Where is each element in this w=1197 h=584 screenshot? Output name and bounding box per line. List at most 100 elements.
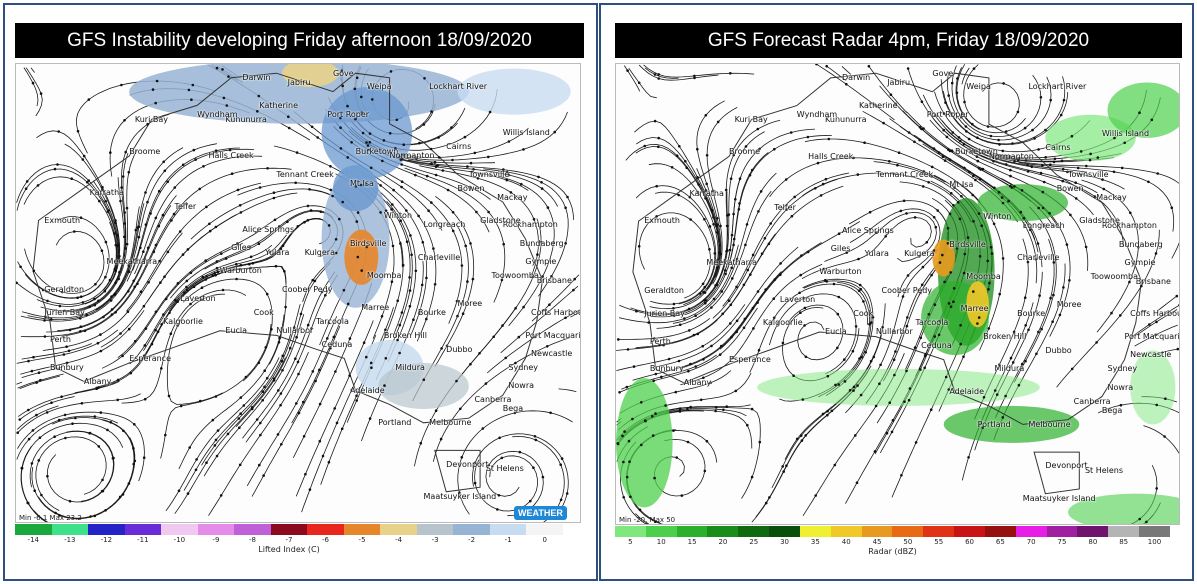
wind-arrow bbox=[834, 383, 837, 387]
streamline bbox=[824, 212, 937, 263]
wind-arrow bbox=[50, 401, 53, 405]
wind-arrow bbox=[37, 459, 41, 462]
wind-arrow bbox=[756, 301, 759, 304]
colorbar-tick: 0 bbox=[542, 536, 547, 544]
wind-arrow bbox=[110, 295, 113, 298]
wind-arrow bbox=[327, 460, 331, 464]
wind-arrow bbox=[213, 444, 217, 447]
wind-arrow bbox=[353, 87, 357, 91]
wind-arrow bbox=[259, 421, 262, 425]
wind-arrow bbox=[263, 385, 266, 389]
streamline bbox=[1143, 425, 1179, 454]
wind-arrow bbox=[460, 264, 464, 267]
wind-arrow bbox=[362, 341, 366, 345]
wind-arrow bbox=[208, 229, 212, 233]
wind-arrow bbox=[236, 242, 239, 245]
wind-arrow bbox=[1044, 156, 1047, 159]
wind-arrow bbox=[544, 312, 548, 315]
wind-arrow bbox=[533, 335, 537, 339]
wind-arrow bbox=[731, 356, 735, 360]
wind-arrow bbox=[653, 119, 657, 123]
wind-arrow bbox=[127, 327, 131, 331]
wind-arrow bbox=[758, 147, 761, 151]
wind-arrow bbox=[1004, 394, 1007, 398]
wind-arrow bbox=[132, 462, 135, 466]
wind-arrow bbox=[729, 303, 733, 307]
wind-arrow bbox=[41, 288, 45, 292]
colorbar-swatch bbox=[954, 526, 985, 537]
wind-arrow bbox=[758, 440, 762, 444]
wind-arrow bbox=[384, 333, 388, 337]
wind-arrow bbox=[977, 212, 981, 215]
wind-arrow bbox=[743, 317, 747, 321]
wind-arrow bbox=[469, 161, 473, 165]
wind-arrow bbox=[1001, 257, 1005, 260]
wind-arrow bbox=[70, 177, 73, 180]
wind-arrow bbox=[410, 253, 413, 257]
wind-arrow bbox=[934, 225, 938, 229]
wind-arrow bbox=[399, 219, 403, 222]
colorbar-swatch bbox=[861, 526, 893, 537]
wind-arrow bbox=[283, 269, 286, 273]
wind-arrow bbox=[488, 110, 492, 114]
wind-arrow bbox=[702, 358, 705, 361]
wind-arrow bbox=[216, 429, 220, 432]
wind-arrow bbox=[1128, 280, 1131, 284]
wind-arrow bbox=[99, 411, 103, 414]
colorbar-tick: 25 bbox=[749, 538, 759, 546]
wind-arrow bbox=[177, 489, 181, 493]
wind-arrow bbox=[320, 290, 324, 294]
wind-arrow bbox=[964, 125, 968, 128]
wind-arrow bbox=[986, 259, 989, 263]
wind-arrow bbox=[391, 203, 394, 206]
wind-arrow bbox=[651, 415, 654, 418]
wind-arrow bbox=[1163, 435, 1166, 438]
streamline bbox=[787, 304, 844, 361]
wind-arrow bbox=[546, 345, 549, 348]
wind-arrow bbox=[160, 323, 163, 326]
wind-arrow bbox=[436, 164, 440, 167]
wind-arrow bbox=[272, 191, 276, 194]
wind-arrow bbox=[116, 243, 120, 247]
wind-arrow bbox=[227, 75, 230, 78]
wind-arrow bbox=[750, 475, 754, 479]
wind-arrow bbox=[863, 141, 866, 144]
instability-shading bbox=[457, 68, 571, 115]
wind-arrow bbox=[708, 248, 711, 251]
wind-arrow bbox=[96, 341, 100, 345]
wind-arrow bbox=[745, 223, 749, 226]
wind-arrow bbox=[703, 291, 707, 294]
wind-arrow bbox=[560, 457, 564, 460]
wind-arrow bbox=[464, 244, 468, 248]
wind-arrow bbox=[108, 278, 112, 282]
wind-arrow bbox=[729, 322, 732, 325]
wind-arrow bbox=[303, 220, 306, 224]
wind-arrow bbox=[45, 411, 49, 414]
wind-arrow bbox=[355, 394, 358, 398]
wind-arrow bbox=[176, 300, 179, 303]
wind-arrow bbox=[371, 98, 374, 101]
wind-arrow bbox=[827, 137, 831, 141]
wind-arrow bbox=[927, 313, 931, 316]
wind-arrow bbox=[806, 250, 810, 254]
wind-arrow bbox=[133, 459, 137, 463]
wind-arrow bbox=[553, 130, 556, 134]
wind-arrow bbox=[1074, 181, 1077, 184]
wind-arrow bbox=[750, 407, 754, 411]
wind-arrow bbox=[1137, 246, 1140, 249]
wind-arrow bbox=[360, 111, 364, 114]
wind-arrow bbox=[686, 440, 690, 444]
wind-arrow bbox=[938, 319, 941, 323]
wind-arrow bbox=[979, 422, 982, 425]
streamline bbox=[246, 316, 338, 487]
wind-arrow bbox=[427, 209, 430, 212]
wind-arrow bbox=[188, 446, 191, 449]
wind-arrow bbox=[704, 189, 708, 192]
wind-arrow bbox=[109, 421, 113, 424]
wind-arrow bbox=[920, 283, 924, 287]
wind-arrow bbox=[158, 259, 161, 263]
wind-arrow bbox=[176, 282, 180, 285]
wind-arrow bbox=[60, 290, 64, 294]
colorbar-tick: 60 bbox=[965, 538, 974, 546]
streamline bbox=[500, 285, 579, 354]
